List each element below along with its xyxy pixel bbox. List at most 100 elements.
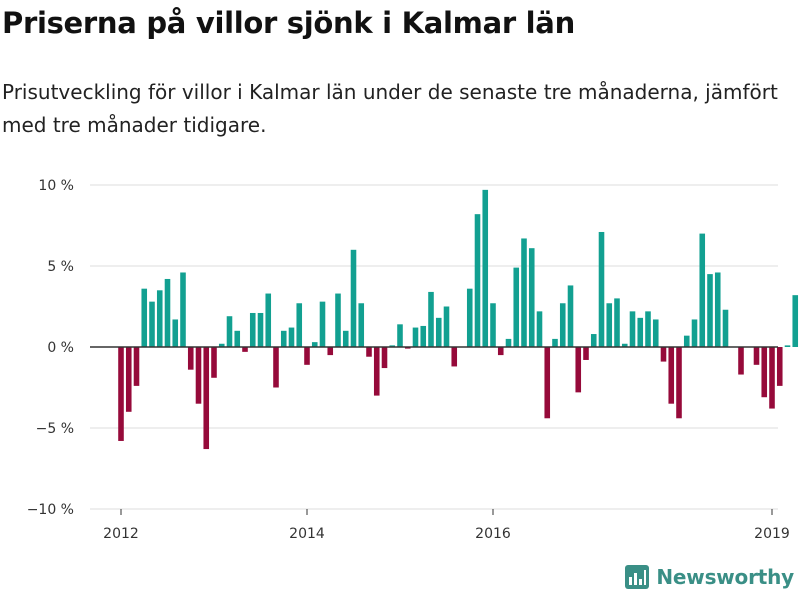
bar (273, 347, 279, 388)
bar (288, 327, 295, 347)
bar (583, 347, 589, 360)
bar (629, 311, 636, 347)
brand-name: Newsworthy (656, 565, 794, 589)
bar (668, 347, 675, 404)
bar (652, 319, 659, 347)
chart-title: Priserna på villor sjönk i Kalmar län (2, 6, 575, 40)
bar (691, 319, 698, 347)
bar (769, 347, 775, 409)
bar (125, 347, 132, 412)
bar (397, 324, 403, 347)
bar (722, 309, 729, 347)
y-tick-label: 5 % (47, 259, 74, 275)
bar (203, 347, 210, 450)
bar (350, 249, 357, 347)
bar (164, 278, 171, 347)
bar (381, 347, 388, 369)
bar (335, 293, 341, 347)
bar (180, 272, 186, 347)
bar (311, 342, 318, 347)
bar (443, 306, 450, 347)
newsworthy-logo-icon (625, 565, 650, 589)
bar (761, 347, 768, 398)
bar (118, 347, 124, 441)
y-tick-label: −5 % (36, 421, 74, 437)
bar (249, 312, 256, 347)
bar (544, 347, 551, 419)
bar (660, 347, 667, 362)
chart-subtitle: Prisutveckling för villor i Kalmar län u… (2, 80, 778, 137)
x-tick-label: 2016 (475, 526, 511, 542)
bar (521, 238, 527, 347)
bar (234, 330, 241, 347)
bar (683, 335, 690, 347)
bar (606, 303, 613, 347)
bar (141, 288, 148, 347)
bar (172, 319, 179, 347)
bar (621, 343, 628, 347)
bar (319, 301, 326, 347)
bar (792, 295, 799, 347)
bar (707, 274, 713, 347)
x-tick-label: 2014 (289, 526, 325, 542)
bar (242, 347, 248, 352)
newsworthy-brand[interactable]: Newsworthy (624, 562, 794, 592)
bar (466, 288, 473, 347)
bar (497, 347, 504, 356)
x-tick-label: 2012 (103, 526, 139, 542)
bar (412, 327, 419, 347)
bar (389, 345, 396, 347)
y-tick-label: 0 % (47, 340, 74, 356)
bar (304, 347, 310, 365)
bar (637, 317, 644, 347)
bar (435, 317, 442, 347)
bar (149, 301, 155, 347)
bar (133, 347, 140, 386)
bar (513, 267, 520, 347)
bar (327, 347, 334, 356)
bar (598, 231, 605, 347)
bar (296, 303, 303, 347)
bar (528, 248, 535, 347)
bar (373, 347, 380, 396)
bar (195, 347, 202, 404)
bar (420, 325, 427, 347)
bar (404, 347, 411, 349)
bar (714, 272, 721, 347)
bar (738, 347, 744, 375)
bar (536, 311, 543, 347)
bar (265, 293, 272, 347)
bar (280, 330, 287, 347)
bar (575, 347, 582, 393)
bar (559, 303, 566, 347)
bar (358, 303, 365, 347)
bar (342, 330, 349, 347)
y-tick-label: 10 % (38, 178, 74, 194)
x-tick-label: 2019 (754, 526, 790, 542)
bar (753, 347, 760, 365)
bar (614, 298, 620, 347)
bar (784, 345, 791, 347)
bar (676, 347, 682, 419)
bar (552, 338, 558, 347)
bar (645, 311, 651, 347)
bar (226, 316, 233, 347)
bar (590, 334, 597, 347)
bar (567, 285, 574, 347)
bar (451, 347, 458, 367)
bar (699, 233, 706, 347)
bar (218, 343, 225, 347)
bar (187, 347, 194, 370)
bar (366, 347, 372, 357)
bar (428, 291, 434, 347)
bar (211, 347, 217, 378)
bar (257, 312, 264, 347)
bar (482, 189, 489, 347)
y-tick-label: −10 % (27, 502, 74, 518)
bar (505, 338, 512, 347)
bar (490, 303, 496, 347)
bar (474, 214, 481, 347)
bar (776, 347, 783, 386)
bar (156, 290, 163, 347)
